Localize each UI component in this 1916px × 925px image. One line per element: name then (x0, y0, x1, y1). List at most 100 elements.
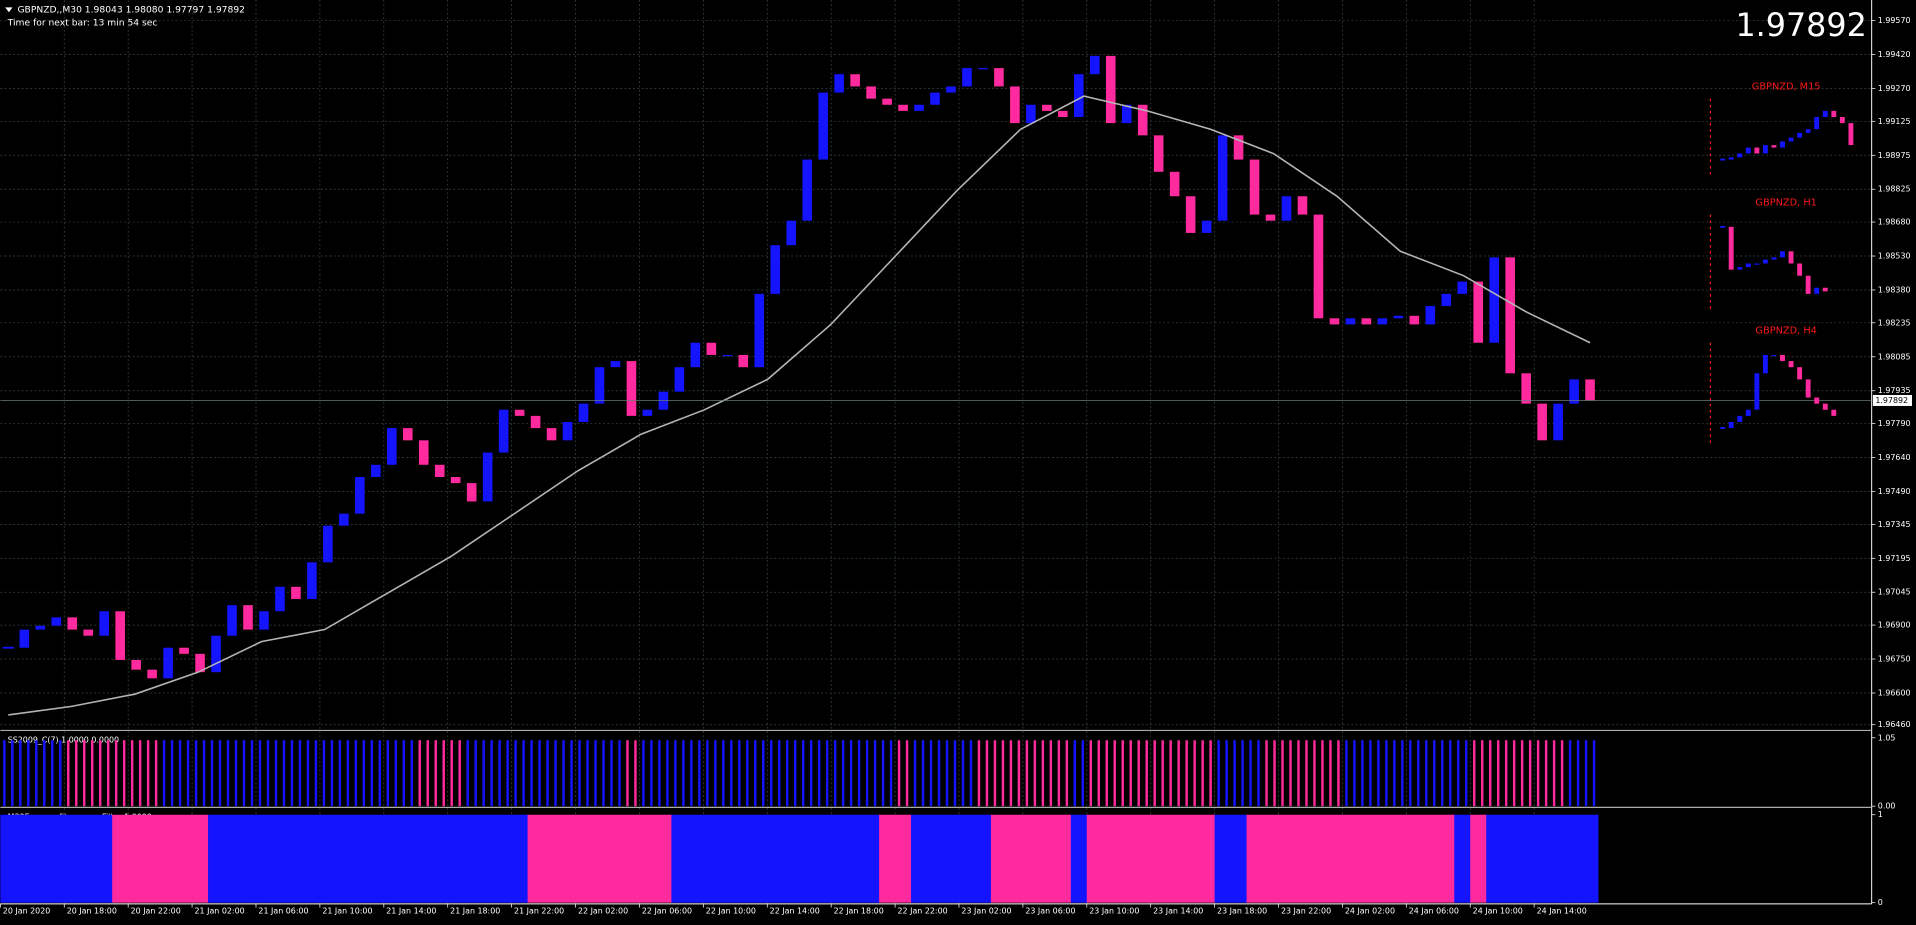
filter-block (671, 814, 688, 903)
filter-block (911, 814, 928, 903)
filter-block (1518, 814, 1535, 903)
candle (83, 629, 94, 636)
y-tick-label: 1.99270 (1878, 84, 1911, 93)
candle (163, 647, 173, 679)
filter-block (287, 814, 305, 903)
panel-title: SS2009_C(7) 1.0000 0.0000 (8, 736, 119, 745)
filter-block (927, 814, 944, 903)
candle (1185, 196, 1196, 233)
candle (1441, 293, 1452, 307)
filter-block (1582, 814, 1599, 903)
filter-block (367, 814, 385, 903)
candle (1473, 281, 1484, 343)
filter-block (1070, 814, 1088, 903)
candle (99, 611, 109, 636)
candle (1297, 196, 1308, 215)
y-tick-label: 1.98235 (1878, 318, 1911, 327)
candle (1457, 281, 1468, 294)
x-tick-label: 21 Jan 18:00 (450, 907, 500, 916)
x-tick-label: 22 Jan 14:00 (770, 907, 820, 916)
candle (1153, 135, 1164, 172)
x-tick-label: 20 Jan 2020 (3, 907, 51, 916)
candle (834, 74, 844, 93)
candle (754, 293, 765, 368)
candle (434, 464, 445, 478)
candle (962, 68, 972, 87)
filter-block (1566, 814, 1583, 903)
filter-block (415, 814, 433, 903)
candle (291, 586, 301, 600)
filter-block (639, 814, 656, 903)
filter-block (160, 814, 177, 903)
filter-block (431, 814, 449, 903)
candle (578, 403, 589, 422)
x-tick-label: 22 Jan 06:00 (642, 907, 692, 916)
filter-block (1230, 814, 1247, 903)
candle (1537, 403, 1547, 441)
filter-block (1022, 814, 1040, 903)
mini-candle (1831, 110, 1837, 118)
x-tick-label: 23 Jan 22:00 (1281, 907, 1331, 916)
filter-block (863, 814, 880, 903)
filter-block (1310, 814, 1327, 903)
y-tick-label: 1.98825 (1878, 185, 1911, 194)
candle (243, 605, 253, 630)
filter-block (1342, 814, 1359, 903)
filter-block (208, 814, 225, 903)
candle (115, 611, 125, 660)
candle (1217, 135, 1228, 221)
filter-block (64, 814, 81, 903)
mini-candle (1780, 141, 1785, 148)
candle (1585, 379, 1595, 401)
filter-block (1406, 814, 1423, 903)
y-tick-label: 1.97195 (1878, 554, 1911, 563)
y-tick-label: 1.05 (1878, 733, 1896, 742)
filter-block (192, 814, 209, 903)
filter-block (1150, 814, 1168, 903)
last-price: 1.97892 (1735, 8, 1866, 44)
y-tick-label: 1.97045 (1878, 588, 1911, 597)
candle (706, 342, 717, 355)
candle (1121, 104, 1132, 124)
candle (994, 68, 1004, 87)
menu-arrow[interactable] (5, 7, 13, 13)
mini-candle (1822, 110, 1828, 118)
filter-block (623, 814, 640, 903)
mini-candle (1822, 287, 1828, 292)
candle (482, 452, 493, 502)
y-tick-label: 0 (1878, 898, 1883, 907)
mini-candle (1754, 263, 1760, 265)
candle (770, 245, 781, 294)
candle (562, 421, 573, 441)
candle (898, 104, 908, 111)
y-tick-label: 1.97640 (1878, 453, 1911, 462)
x-tick-label: 21 Jan 22:00 (514, 907, 564, 916)
filter-block (1486, 814, 1503, 903)
candle (1553, 403, 1563, 441)
x-tick-label: 23 Jan 18:00 (1217, 907, 1267, 916)
candle (1377, 318, 1388, 325)
filter-block (1390, 814, 1407, 903)
x-tick-label: 21 Jan 06:00 (258, 907, 308, 916)
candle (402, 428, 413, 441)
filter-block (1262, 814, 1279, 903)
candle (1137, 104, 1148, 136)
mini-candle (1805, 129, 1811, 133)
x-tick-label: 24 Jan 06:00 (1409, 907, 1459, 916)
mini-candle (1754, 147, 1760, 154)
candle (930, 92, 940, 105)
filter-block (0, 814, 17, 903)
candle (1074, 74, 1084, 118)
filter-block (1502, 814, 1519, 903)
filter-block (1198, 814, 1215, 903)
x-tick-label: 24 Jan 10:00 (1473, 907, 1523, 916)
mini-candle (1745, 147, 1751, 154)
candle (1409, 315, 1420, 325)
filter-block (879, 814, 896, 903)
candle (259, 611, 269, 630)
mini-candle (1805, 275, 1811, 294)
y-tick-label: 1.98530 (1878, 252, 1911, 261)
mini-candle (1797, 263, 1803, 276)
filter-block (831, 814, 848, 903)
candle (722, 354, 733, 357)
